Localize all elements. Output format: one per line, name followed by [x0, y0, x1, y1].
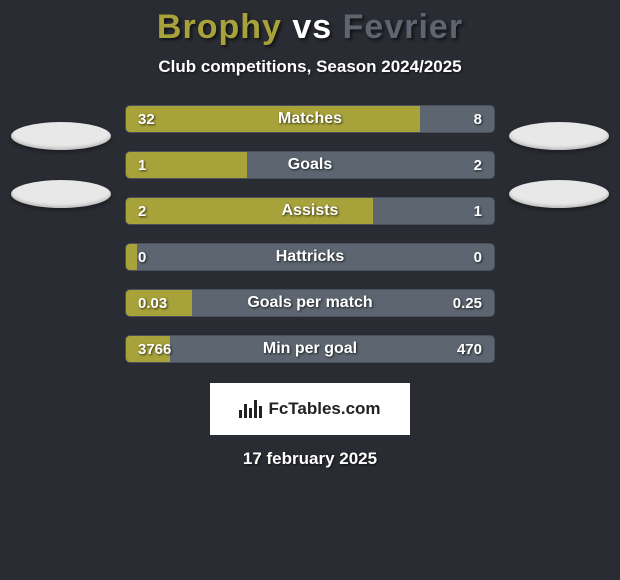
club-badge	[11, 180, 111, 208]
stat-value-left: 3766	[138, 336, 171, 362]
stat-row: 0 0Hattricks	[125, 243, 495, 271]
date-text: 17 february 2025	[0, 449, 620, 469]
stat-value-left: 2	[138, 198, 146, 224]
stat-row: 328Matches	[125, 105, 495, 133]
title-vs: vs	[292, 8, 332, 46]
stat-fill-right	[192, 290, 494, 316]
stat-value-right: 0	[474, 244, 482, 270]
club-badge	[509, 122, 609, 150]
stat-fill-left	[126, 244, 137, 270]
stat-label: Min per goal	[126, 336, 494, 362]
club-badges-left	[6, 122, 116, 208]
stat-row: 12Goals	[125, 151, 495, 179]
club-badge	[509, 180, 609, 208]
stat-label: Hattricks	[126, 244, 494, 270]
title-player2: Fevrier	[343, 8, 463, 46]
subtitle: Club competitions, Season 2024/2025	[0, 57, 620, 77]
stat-fill-left	[126, 106, 420, 132]
stat-value-left: 32	[138, 106, 155, 132]
club-badges-right	[504, 122, 614, 208]
club-badge	[11, 122, 111, 150]
stat-value-left: 0	[138, 244, 146, 270]
stat-value-left: 1	[138, 152, 146, 178]
title: Brophy vs Fevrier	[0, 8, 620, 47]
bar-chart-icon	[239, 400, 262, 418]
stat-value-right: 1	[474, 198, 482, 224]
brand-text: FcTables.com	[268, 399, 380, 419]
stat-value-right: 8	[474, 106, 482, 132]
stat-row: 3766 470Min per goal	[125, 335, 495, 363]
stat-row: 21Assists	[125, 197, 495, 225]
stat-value-right: 470	[457, 336, 482, 362]
stat-fill-right	[420, 106, 494, 132]
stat-value-right: 2	[474, 152, 482, 178]
stat-value-right: 0.25	[453, 290, 482, 316]
stat-fill-right	[483, 244, 494, 270]
title-player1: Brophy	[157, 8, 282, 46]
stat-value-left: 0.03	[138, 290, 167, 316]
stat-fill-left	[126, 198, 373, 224]
comparison-infographic: Brophy vs Fevrier Club competitions, Sea…	[0, 0, 620, 580]
stat-fill-right	[247, 152, 494, 178]
stat-row: 0.030.25Goals per match	[125, 289, 495, 317]
stats-list: 328Matches12Goals21Assists00Hattricks0.0…	[125, 105, 495, 363]
brand-badge: FcTables.com	[210, 383, 410, 435]
